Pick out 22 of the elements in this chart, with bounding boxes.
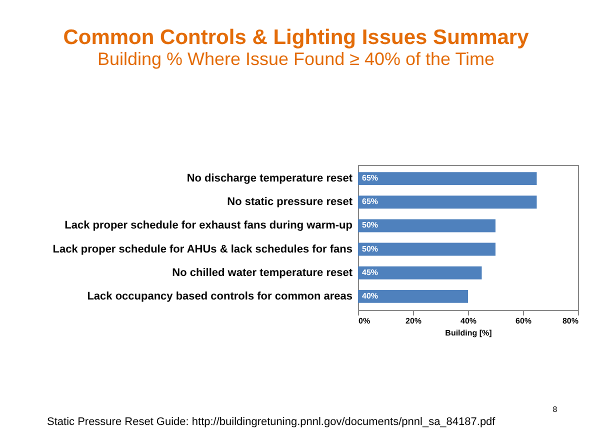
- y-tick-label: No chilled water temperature reset: [172, 266, 353, 279]
- data-label: 65%: [362, 197, 378, 206]
- chart-title: Common Controls & Lighting Issues Summary: [63, 26, 530, 49]
- y-tick-label: Lack proper schedule for AHUs & lack schedules for fans: [52, 243, 352, 256]
- text: Static Pressure Reset Guide: http://buildingretuning.pnnl.gov/documents/pnnl_sa_84187.pdf: [47, 416, 496, 428]
- x-tick-label: 0%: [358, 316, 370, 326]
- x-tick-label: 80%: [562, 316, 578, 326]
- data-label: 50%: [362, 220, 378, 230]
- x-tick-label: 20%: [405, 316, 422, 326]
- y-tick-label: Lack proper schedule for exhaust fans during warm-up: [64, 220, 353, 232]
- data-label: 50%: [362, 244, 378, 254]
- data-label: 45%: [362, 268, 378, 277]
- y-tick-label: No discharge temperature reset: [186, 172, 353, 185]
- y-tick-label: No static pressure reset: [227, 196, 353, 208]
- data-label: 40%: [362, 291, 378, 300]
- chart-subtitle: Building % Where Issue Found ≥ 40% of the Time: [97, 49, 495, 69]
- text: 8: [552, 405, 558, 414]
- x-tick-label: 40%: [460, 316, 477, 326]
- data-label: 65%: [362, 174, 378, 183]
- x-axis-title: Building [%]: [445, 328, 492, 338]
- x-tick-label: 60%: [515, 316, 532, 326]
- y-tick-label: Lack occupancy based controls for common areas: [87, 290, 352, 302]
